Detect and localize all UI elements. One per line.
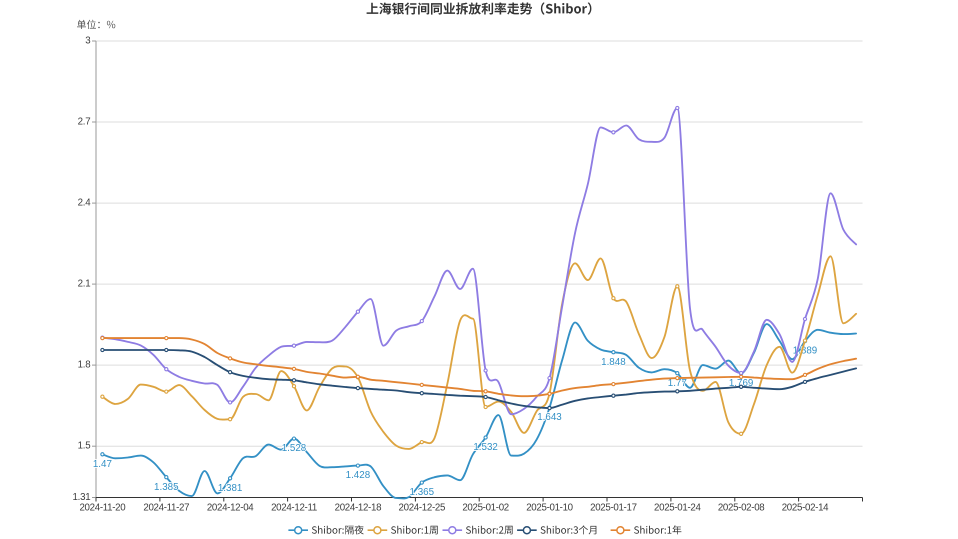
svg-text:1.31: 1.31 [73, 492, 91, 503]
svg-text:1.365: 1.365 [410, 487, 435, 498]
svg-text:1.8: 1.8 [78, 359, 91, 370]
svg-text:2024-12-11: 2024-12-11 [271, 502, 317, 513]
svg-text:1.5: 1.5 [78, 441, 91, 452]
svg-text:3: 3 [85, 35, 90, 46]
svg-text:2.7: 2.7 [78, 116, 91, 127]
svg-text:1.77: 1.77 [668, 378, 687, 389]
svg-text:1.381: 1.381 [218, 483, 243, 494]
svg-text:2025-02-14: 2025-02-14 [782, 502, 829, 513]
svg-text:1.47: 1.47 [93, 459, 112, 470]
svg-text:2.4: 2.4 [78, 197, 92, 208]
svg-text:2024-12-25: 2024-12-25 [399, 502, 446, 513]
svg-text:1.532: 1.532 [473, 442, 498, 453]
svg-text:2025-01-24: 2025-01-24 [654, 502, 701, 513]
svg-text:2024-11-20: 2024-11-20 [79, 502, 126, 513]
svg-text:2025-02-08: 2025-02-08 [718, 502, 765, 513]
svg-text:2025-01-10: 2025-01-10 [526, 502, 573, 513]
svg-text:1.643: 1.643 [537, 412, 562, 423]
svg-text:1.528: 1.528 [282, 443, 307, 454]
svg-text:1.428: 1.428 [346, 470, 371, 481]
svg-text:2025-01-17: 2025-01-17 [590, 502, 637, 513]
svg-text:2.1: 2.1 [78, 278, 91, 289]
svg-text:2024-12-04: 2024-12-04 [207, 502, 254, 513]
svg-text:1.848: 1.848 [601, 357, 626, 368]
svg-text:2024-11-27: 2024-11-27 [143, 502, 189, 513]
svg-text:2024-12-18: 2024-12-18 [335, 502, 382, 513]
svg-text:1.385: 1.385 [154, 482, 179, 493]
svg-text:2025-01-02: 2025-01-02 [462, 502, 509, 513]
